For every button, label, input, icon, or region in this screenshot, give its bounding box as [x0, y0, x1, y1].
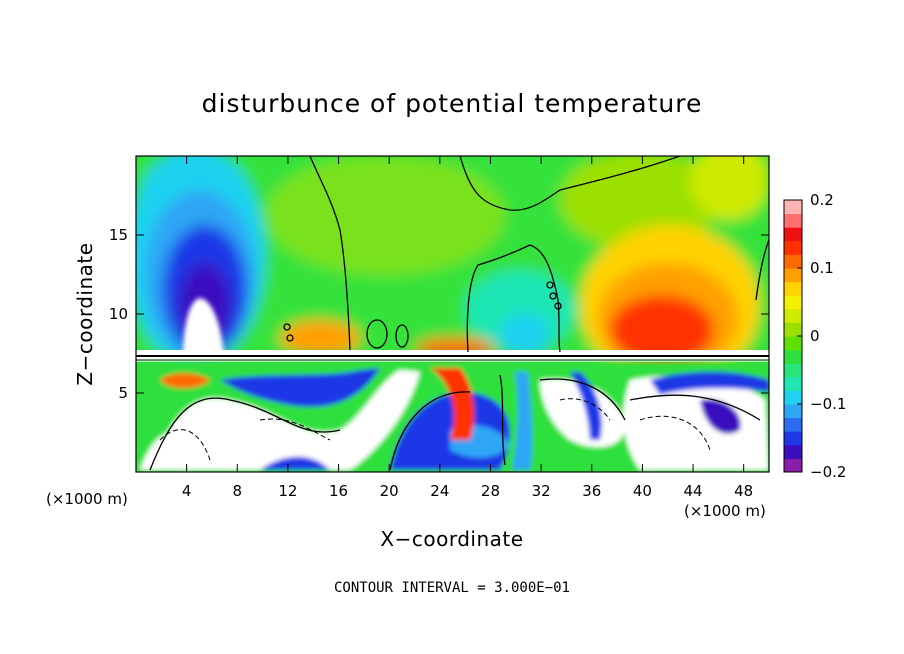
y-tick-label: 15: [109, 226, 128, 244]
colorbar-swatch: [784, 213, 802, 228]
x-axis-label: X−coordinate: [380, 527, 523, 551]
colorbar-swatch: [784, 349, 802, 364]
colorbar-swatch: [784, 295, 802, 310]
x-tick-label: 20: [380, 482, 399, 500]
x-tick-label: 36: [582, 482, 601, 500]
colorbar-swatch: [784, 322, 802, 337]
colorbar-swatch: [784, 240, 802, 255]
colorbar-tick-label: 0.2: [810, 191, 834, 209]
colorbar-tick-label: −0.1: [810, 395, 846, 413]
x-unit-right: (×1000 m): [684, 502, 766, 520]
chart-title: disturbunce of potential temperature: [202, 89, 703, 118]
x-tick-label: 28: [481, 482, 500, 500]
colorbar-swatch: [784, 200, 802, 215]
x-unit-left: (×1000 m): [46, 490, 128, 508]
colorbar-swatch: [784, 404, 802, 419]
y-tick-label: 10: [109, 305, 128, 323]
x-tick-label: 4: [182, 482, 192, 500]
colorbar-swatch: [784, 227, 802, 242]
colorbar: [784, 200, 802, 473]
x-tick-label: 48: [734, 482, 753, 500]
colorbar-tick-label: −0.2: [810, 463, 846, 481]
colorbar-swatch: [784, 458, 802, 473]
colorbar-swatch: [784, 281, 802, 296]
colorbar-swatch: [784, 308, 802, 323]
colorbar-swatch: [784, 376, 802, 391]
x-tick-label: 44: [683, 482, 702, 500]
colorbar-swatch: [784, 268, 802, 283]
colorbar-swatch: [784, 336, 802, 351]
colorbar-swatch: [784, 254, 802, 269]
y-axis-ticks: 5 10 15: [109, 226, 769, 402]
x-tick-label: 12: [278, 482, 297, 500]
colorbar-swatch: [784, 363, 802, 378]
x-axis-ticks: 4 8 12 16 20 24 28 32 36 40 44 48: [182, 156, 753, 500]
y-tick-label: 5: [118, 384, 128, 402]
colorbar-swatch: [784, 431, 802, 446]
y-axis-label: Z−coordinate: [73, 242, 97, 385]
colorbar-ticks: 0.2 0.1 0 −0.1 −0.2: [797, 191, 846, 481]
colorbar-tick-label: 0.1: [810, 259, 834, 277]
colorbar-swatch: [784, 417, 802, 432]
x-tick-label: 32: [532, 482, 551, 500]
x-tick-label: 8: [233, 482, 243, 500]
heatmap-field: [136, 156, 769, 472]
colorbar-tick-label: 0: [810, 327, 820, 345]
contour-interval-note: CONTOUR INTERVAL = 3.000E−01: [334, 580, 570, 596]
x-tick-label: 24: [430, 482, 449, 500]
x-tick-label: 40: [633, 482, 652, 500]
colorbar-swatch: [784, 444, 802, 459]
x-tick-label: 16: [329, 482, 348, 500]
colorbar-swatch: [784, 390, 802, 405]
